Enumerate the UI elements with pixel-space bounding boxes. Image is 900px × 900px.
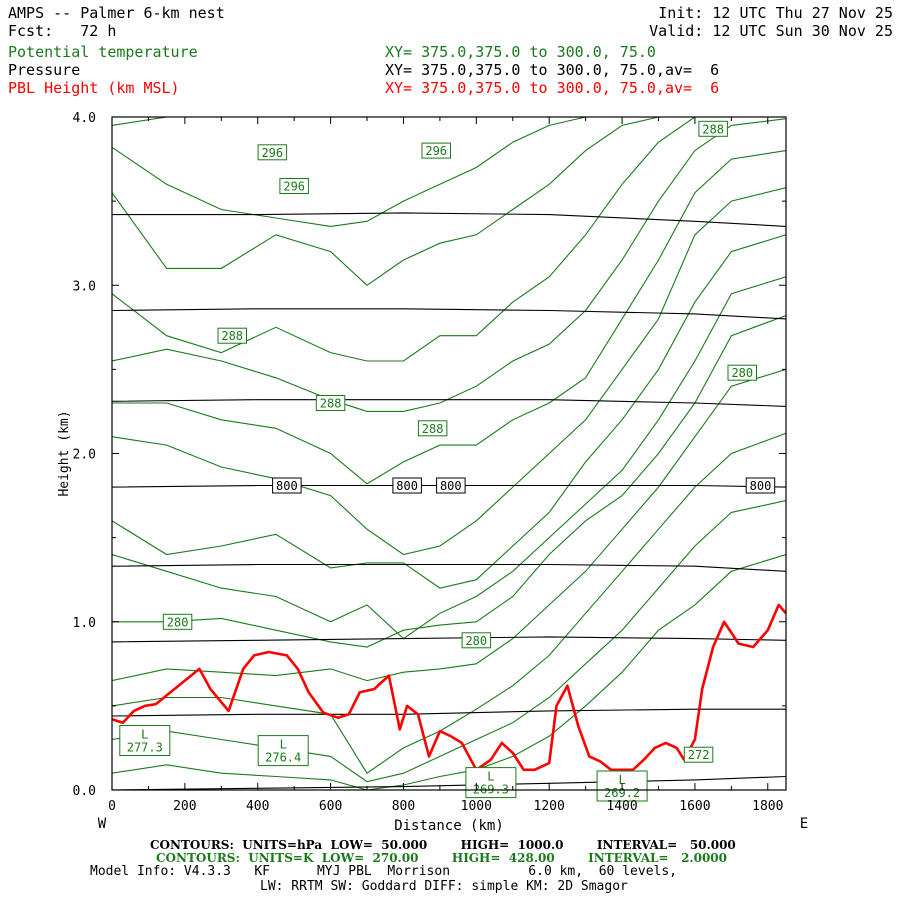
theta-label-2-box <box>421 142 451 159</box>
field-pbl-name: PBL Height (km MSL) <box>8 79 180 97</box>
pressure-label-1: 800 <box>396 479 418 493</box>
footer-theta-contours: CONTOURS: UNITS=K LOW= 270.00 HIGH= 428.… <box>156 851 727 865</box>
theta-label-10-box <box>683 746 714 763</box>
pressure-label-2: 800 <box>440 479 462 493</box>
theta-label-8-box <box>162 613 193 630</box>
pressure-contour-1 <box>112 308 786 320</box>
pressure-label-0-box <box>272 477 302 494</box>
theta-contour-3 <box>112 117 786 362</box>
model-title: AMPS -- Palmer 6-km nest <box>8 4 225 22</box>
pbl-height-line <box>112 603 786 772</box>
pressure-contour-5 <box>112 636 786 643</box>
pressure-contour-4 <box>112 563 786 572</box>
low-marker-label-3: L <box>618 773 625 787</box>
theta-label-1: 296 <box>283 180 305 194</box>
theta-label-4-box <box>217 327 247 344</box>
theta-label-5-box <box>315 395 346 411</box>
x-tick-label-6: 1200 <box>534 799 565 814</box>
pressure-label-0: 800 <box>276 479 298 493</box>
pressure-contour-0 <box>112 212 786 227</box>
forecast-hour: Fcst: 72 h <box>8 22 117 40</box>
theta-label-9: 280 <box>465 634 487 648</box>
theta-label-10: 272 <box>688 748 710 762</box>
theta-label-2: 296 <box>425 144 447 158</box>
low-marker-label-2: L <box>487 770 494 784</box>
low-marker-box-0 <box>119 725 171 756</box>
low-marker-value-1: 276.4 <box>265 751 301 765</box>
y-tick-label-3: 3.0 <box>73 279 96 294</box>
y-tick-label-2: 2.0 <box>73 448 96 463</box>
theta-contour-11 <box>112 432 786 774</box>
theta-label-6-box <box>417 420 448 437</box>
y-tick-label-1: 1.0 <box>73 616 96 631</box>
footer-model-info: Model Info: V4.3.3 KF MYJ PBL Morrison 6… <box>90 864 677 879</box>
theta-contour-1 <box>112 117 786 227</box>
x-tick-label-2: 400 <box>246 799 269 814</box>
x-tick-label-8: 1600 <box>679 799 710 814</box>
x-tick-label-3: 600 <box>319 799 342 814</box>
field-theta-xy: XY= 375.0,375.0 to 300.0, 75.0 <box>385 43 656 61</box>
theta-label-8: 280 <box>167 615 189 629</box>
theta-contour-7 <box>112 234 786 589</box>
y-tick-label-4: 4.0 <box>73 111 96 126</box>
low-marker-label-0: L <box>141 728 148 742</box>
east-end-label: E <box>800 816 808 832</box>
theta-label-5: 288 <box>320 397 342 411</box>
theta-label-0-box <box>257 144 288 161</box>
low-marker-value-0: 277.3 <box>127 741 163 755</box>
x-tick-label-4: 800 <box>392 799 415 814</box>
pressure-contour-6 <box>112 708 786 717</box>
theta-label-3-box <box>698 120 728 137</box>
theta-label-3: 288 <box>702 122 724 136</box>
x-tick-label-0: 0 <box>108 799 116 814</box>
x-tick-label-5: 1000 <box>461 799 492 814</box>
y-tick-label-0: 0.0 <box>73 784 96 799</box>
valid-time: Valid: 12 UTC Sun 30 Nov 25 <box>649 22 893 40</box>
pressure-contour-7 <box>112 775 786 790</box>
theta-label-9-box <box>461 632 492 649</box>
pressure-label-1-box <box>392 477 422 494</box>
low-marker-box-2 <box>465 767 517 799</box>
theta-label-1-box <box>279 178 309 194</box>
low-marker-label-1: L <box>280 738 287 752</box>
theta-label-6: 288 <box>422 422 444 436</box>
pressure-label-2-box <box>436 477 466 494</box>
x-tick-label-1: 200 <box>173 799 196 814</box>
pressure-label-3: 800 <box>750 479 772 493</box>
theta-label-4: 288 <box>221 329 243 343</box>
west-end-label: W <box>98 816 107 832</box>
theta-contour-9 <box>112 314 786 648</box>
theta-contour-2 <box>112 117 786 287</box>
init-time: Init: 12 UTC Thu 27 Nov 25 <box>658 4 893 22</box>
theta-contour-4 <box>112 118 786 412</box>
y-axis-label: Height (km) <box>57 410 72 496</box>
footer-physics-info: LW: RRTM SW: Goddard DIFF: simple KM: 2D… <box>260 879 628 894</box>
theta-contour-6 <box>112 187 786 556</box>
field-pressure-name: Pressure <box>8 61 81 79</box>
pressure-contour-2 <box>112 399 786 407</box>
theta-contour-10 <box>112 368 786 682</box>
x-tick-label-7: 1400 <box>606 799 637 814</box>
theta-label-0: 296 <box>261 146 283 160</box>
field-pressure-xy: XY= 375.0,375.0 to 300.0, 75.0,av= 6 <box>385 61 720 79</box>
field-pbl-xy: XY= 375.0,375.0 to 300.0, 75.0,av= 6 <box>385 79 720 97</box>
theta-contour-5 <box>112 150 786 485</box>
plot-frame <box>111 116 787 791</box>
field-theta-name: Potential temperature <box>8 43 198 61</box>
theta-label-7: 280 <box>731 366 753 380</box>
x-tick-label-9: 1800 <box>752 799 783 814</box>
low-marker-box-1 <box>257 735 309 767</box>
pressure-label-3-box <box>745 477 776 494</box>
x-axis-label: Distance (km) <box>394 818 504 834</box>
theta-label-7-box <box>727 364 757 381</box>
footer-pressure-contours: CONTOURS: UNITS=hPa LOW= 50.000 HIGH= 10… <box>150 838 736 852</box>
pressure-contour-3 <box>112 484 786 488</box>
theta-contour-8 <box>112 276 786 640</box>
